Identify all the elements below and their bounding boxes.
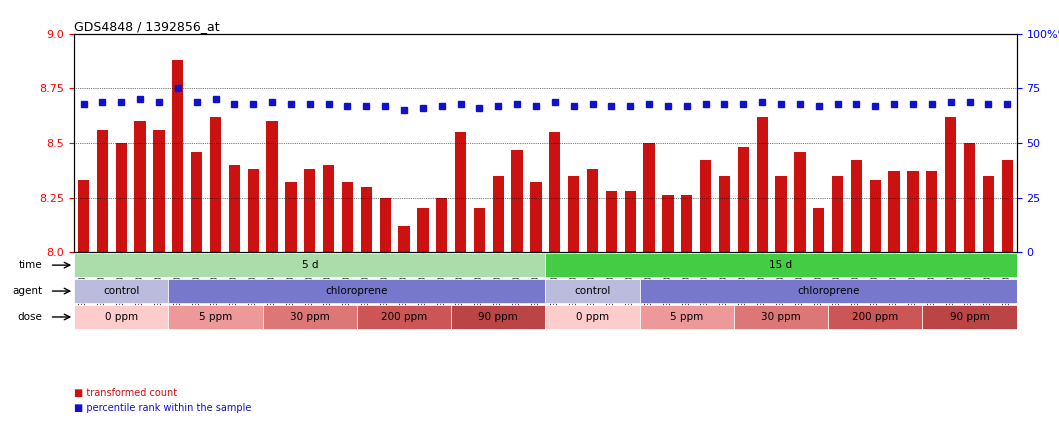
Bar xyxy=(606,191,617,252)
Bar xyxy=(945,117,956,252)
Text: 5 d: 5 d xyxy=(302,260,318,270)
FancyBboxPatch shape xyxy=(357,305,451,329)
Bar xyxy=(756,117,768,252)
Bar xyxy=(210,117,221,252)
Text: time: time xyxy=(18,260,42,270)
Bar xyxy=(983,176,994,252)
Text: ■ percentile rank within the sample: ■ percentile rank within the sample xyxy=(74,403,251,413)
Bar xyxy=(1002,160,1012,252)
Text: 30 ppm: 30 ppm xyxy=(761,312,801,322)
Bar xyxy=(173,60,183,252)
FancyBboxPatch shape xyxy=(545,305,640,329)
FancyBboxPatch shape xyxy=(263,305,357,329)
Bar xyxy=(775,176,787,252)
Bar xyxy=(115,143,127,252)
Text: control: control xyxy=(103,286,140,296)
Bar xyxy=(681,195,693,252)
Bar xyxy=(78,180,89,252)
FancyBboxPatch shape xyxy=(640,305,734,329)
FancyBboxPatch shape xyxy=(922,305,1017,329)
Bar xyxy=(719,176,730,252)
Text: 200 ppm: 200 ppm xyxy=(852,312,898,322)
Text: ■ transformed count: ■ transformed count xyxy=(74,388,177,398)
Text: control: control xyxy=(574,286,611,296)
Text: 30 ppm: 30 ppm xyxy=(290,312,329,322)
FancyBboxPatch shape xyxy=(168,279,545,303)
Bar xyxy=(700,160,712,252)
Text: dose: dose xyxy=(17,312,42,322)
Text: 5 ppm: 5 ppm xyxy=(670,312,703,322)
Text: 200 ppm: 200 ppm xyxy=(381,312,427,322)
Bar xyxy=(492,176,504,252)
Bar xyxy=(511,150,523,252)
Bar xyxy=(417,209,429,252)
Text: 90 ppm: 90 ppm xyxy=(479,312,518,322)
Bar xyxy=(304,169,316,252)
Bar xyxy=(229,165,240,252)
Bar xyxy=(436,198,447,252)
FancyBboxPatch shape xyxy=(828,305,922,329)
Text: 15 d: 15 d xyxy=(770,260,792,270)
Bar xyxy=(644,143,654,252)
Bar xyxy=(794,152,806,252)
FancyBboxPatch shape xyxy=(74,253,545,277)
Bar xyxy=(398,226,410,252)
Bar xyxy=(473,209,485,252)
FancyBboxPatch shape xyxy=(734,305,828,329)
Bar xyxy=(869,180,881,252)
Bar xyxy=(455,132,466,252)
FancyBboxPatch shape xyxy=(451,305,545,329)
Text: chloroprene: chloroprene xyxy=(797,286,859,296)
FancyBboxPatch shape xyxy=(545,279,640,303)
Text: 0 ppm: 0 ppm xyxy=(576,312,609,322)
Bar xyxy=(832,176,843,252)
FancyBboxPatch shape xyxy=(74,305,168,329)
FancyBboxPatch shape xyxy=(545,253,1017,277)
Bar xyxy=(738,147,749,252)
Bar xyxy=(889,171,900,252)
Bar xyxy=(267,121,277,252)
FancyBboxPatch shape xyxy=(74,279,168,303)
Bar xyxy=(531,182,541,252)
Bar xyxy=(625,191,635,252)
Bar xyxy=(908,171,918,252)
Bar xyxy=(342,182,353,252)
FancyBboxPatch shape xyxy=(640,279,1017,303)
Bar xyxy=(248,169,258,252)
Bar xyxy=(550,132,560,252)
Bar xyxy=(379,198,391,252)
Bar xyxy=(361,187,372,252)
Bar xyxy=(568,176,579,252)
Bar xyxy=(134,121,146,252)
Text: 0 ppm: 0 ppm xyxy=(105,312,138,322)
Text: chloroprene: chloroprene xyxy=(326,286,388,296)
Text: agent: agent xyxy=(12,286,42,296)
Bar xyxy=(191,152,202,252)
Bar xyxy=(850,160,862,252)
Bar xyxy=(813,209,824,252)
Bar xyxy=(285,182,297,252)
Text: 90 ppm: 90 ppm xyxy=(950,312,989,322)
Bar xyxy=(323,165,335,252)
Bar xyxy=(96,130,108,252)
Bar xyxy=(587,169,598,252)
Bar xyxy=(964,143,975,252)
Text: GDS4848 / 1392856_at: GDS4848 / 1392856_at xyxy=(74,20,220,33)
Bar xyxy=(154,130,164,252)
Bar xyxy=(927,171,937,252)
Text: 5 ppm: 5 ppm xyxy=(199,312,232,322)
FancyBboxPatch shape xyxy=(168,305,263,329)
Bar xyxy=(662,195,674,252)
